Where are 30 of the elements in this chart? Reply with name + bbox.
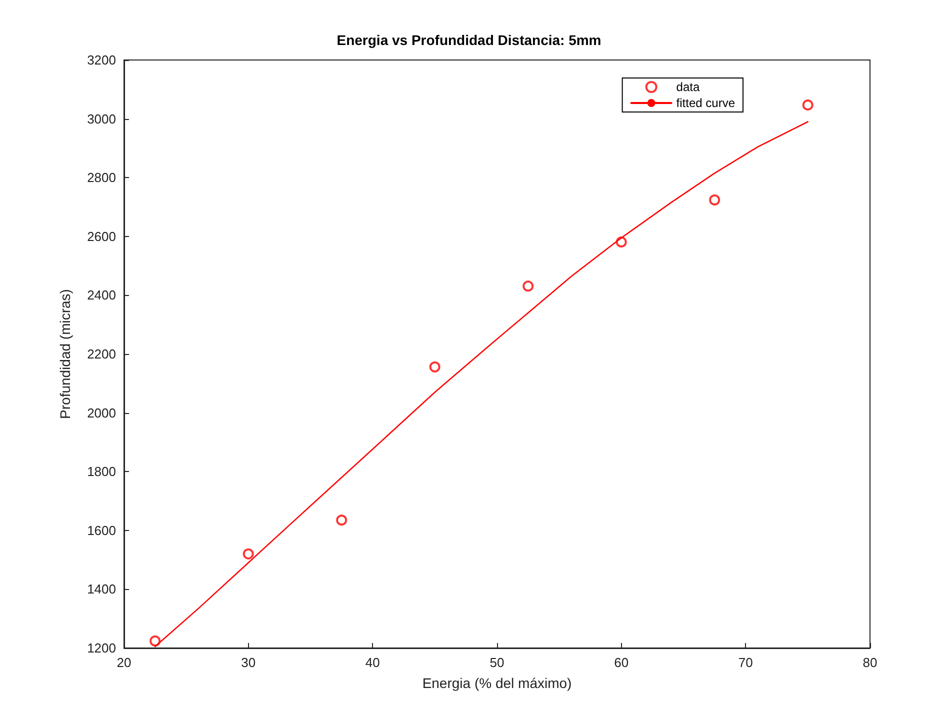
x-tick-label: 60 <box>614 655 629 670</box>
x-tick-label: 40 <box>365 655 380 670</box>
point <box>336 514 348 526</box>
y-axis-title: Profundidad (micras) <box>57 289 73 419</box>
x-tick-label: 20 <box>116 655 132 670</box>
legend-label: data <box>676 80 700 94</box>
point <box>242 548 254 560</box>
chart-title: Energia vs Profundidad Distancia: 5mm <box>336 32 602 48</box>
y-tick-label: 3200 <box>87 52 116 68</box>
y-tick-label: 2000 <box>87 405 116 420</box>
point <box>802 99 814 110</box>
y-tick-label: 3000 <box>87 111 116 126</box>
y-tick-label: 1600 <box>87 522 116 538</box>
y-tick-label: 2400 <box>87 288 116 303</box>
x-tick-label: 50 <box>490 655 504 670</box>
y-tick-label: 2800 <box>87 170 116 186</box>
y-tick-label: 2200 <box>87 346 116 362</box>
y-tick-label: 2600 <box>87 228 116 244</box>
legend-label: fitted curve <box>676 96 736 110</box>
y-tick-label: 1200 <box>87 640 116 656</box>
y-tick-label: 1400 <box>87 582 116 597</box>
point <box>709 194 720 206</box>
point <box>429 361 440 372</box>
x-tick-label: 80 <box>862 655 878 670</box>
y-tick-label: 1800 <box>87 464 116 480</box>
x-tick-label: 30 <box>241 655 256 670</box>
x-tick-label: 70 <box>738 655 753 670</box>
point <box>150 635 161 646</box>
point <box>522 280 534 292</box>
x-axis-title: Energia (% del máximo) <box>422 675 572 691</box>
